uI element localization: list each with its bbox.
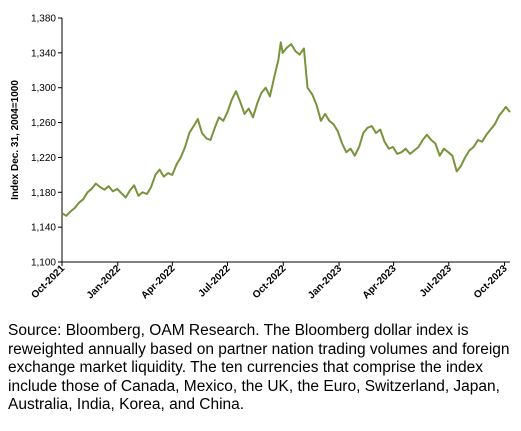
y-axis-title: Index Dec. 31, 2004=1000 <box>10 80 21 200</box>
series-layer <box>61 41 511 217</box>
x-tick-label: Jan-2023 <box>306 263 344 301</box>
x-tick-label: Oct-2023 <box>472 263 510 301</box>
x-tick-label: Oct-2021 <box>29 263 67 301</box>
x-tick-label: Apr-2023 <box>361 263 399 301</box>
y-tick-label: 1,380 <box>31 14 56 25</box>
x-tick-label: Apr-2022 <box>139 263 177 301</box>
y-axis: 1,100 1,140 1,180 1,220 1,260 1,300 1,340 1,380 <box>31 14 63 269</box>
x-axis: Oct-2021 Jan-2022 Apr-2022 Jul-2022 Oct-2022… <box>29 261 510 301</box>
x-tick-label: Oct-2022 <box>251 263 289 301</box>
series-line-0 <box>61 41 511 217</box>
y-tick-label: 1,180 <box>31 188 56 199</box>
y-tick-label: 1,340 <box>31 48 56 59</box>
y-tick-label: 1,140 <box>31 223 56 234</box>
y-tick-label: 1,220 <box>31 153 56 164</box>
y-tick-label: 1,260 <box>31 118 56 129</box>
y-tick-label: 1,100 <box>31 258 56 269</box>
source-caption: Source: Bloomberg, OAM Research. The Blo… <box>8 322 510 413</box>
y-tick-label: 1,300 <box>31 83 56 94</box>
x-tick-label: Jul-2023 <box>418 263 454 299</box>
x-tick-label: Jan-2022 <box>85 263 123 301</box>
x-tick-label: Jul-2022 <box>197 263 233 299</box>
